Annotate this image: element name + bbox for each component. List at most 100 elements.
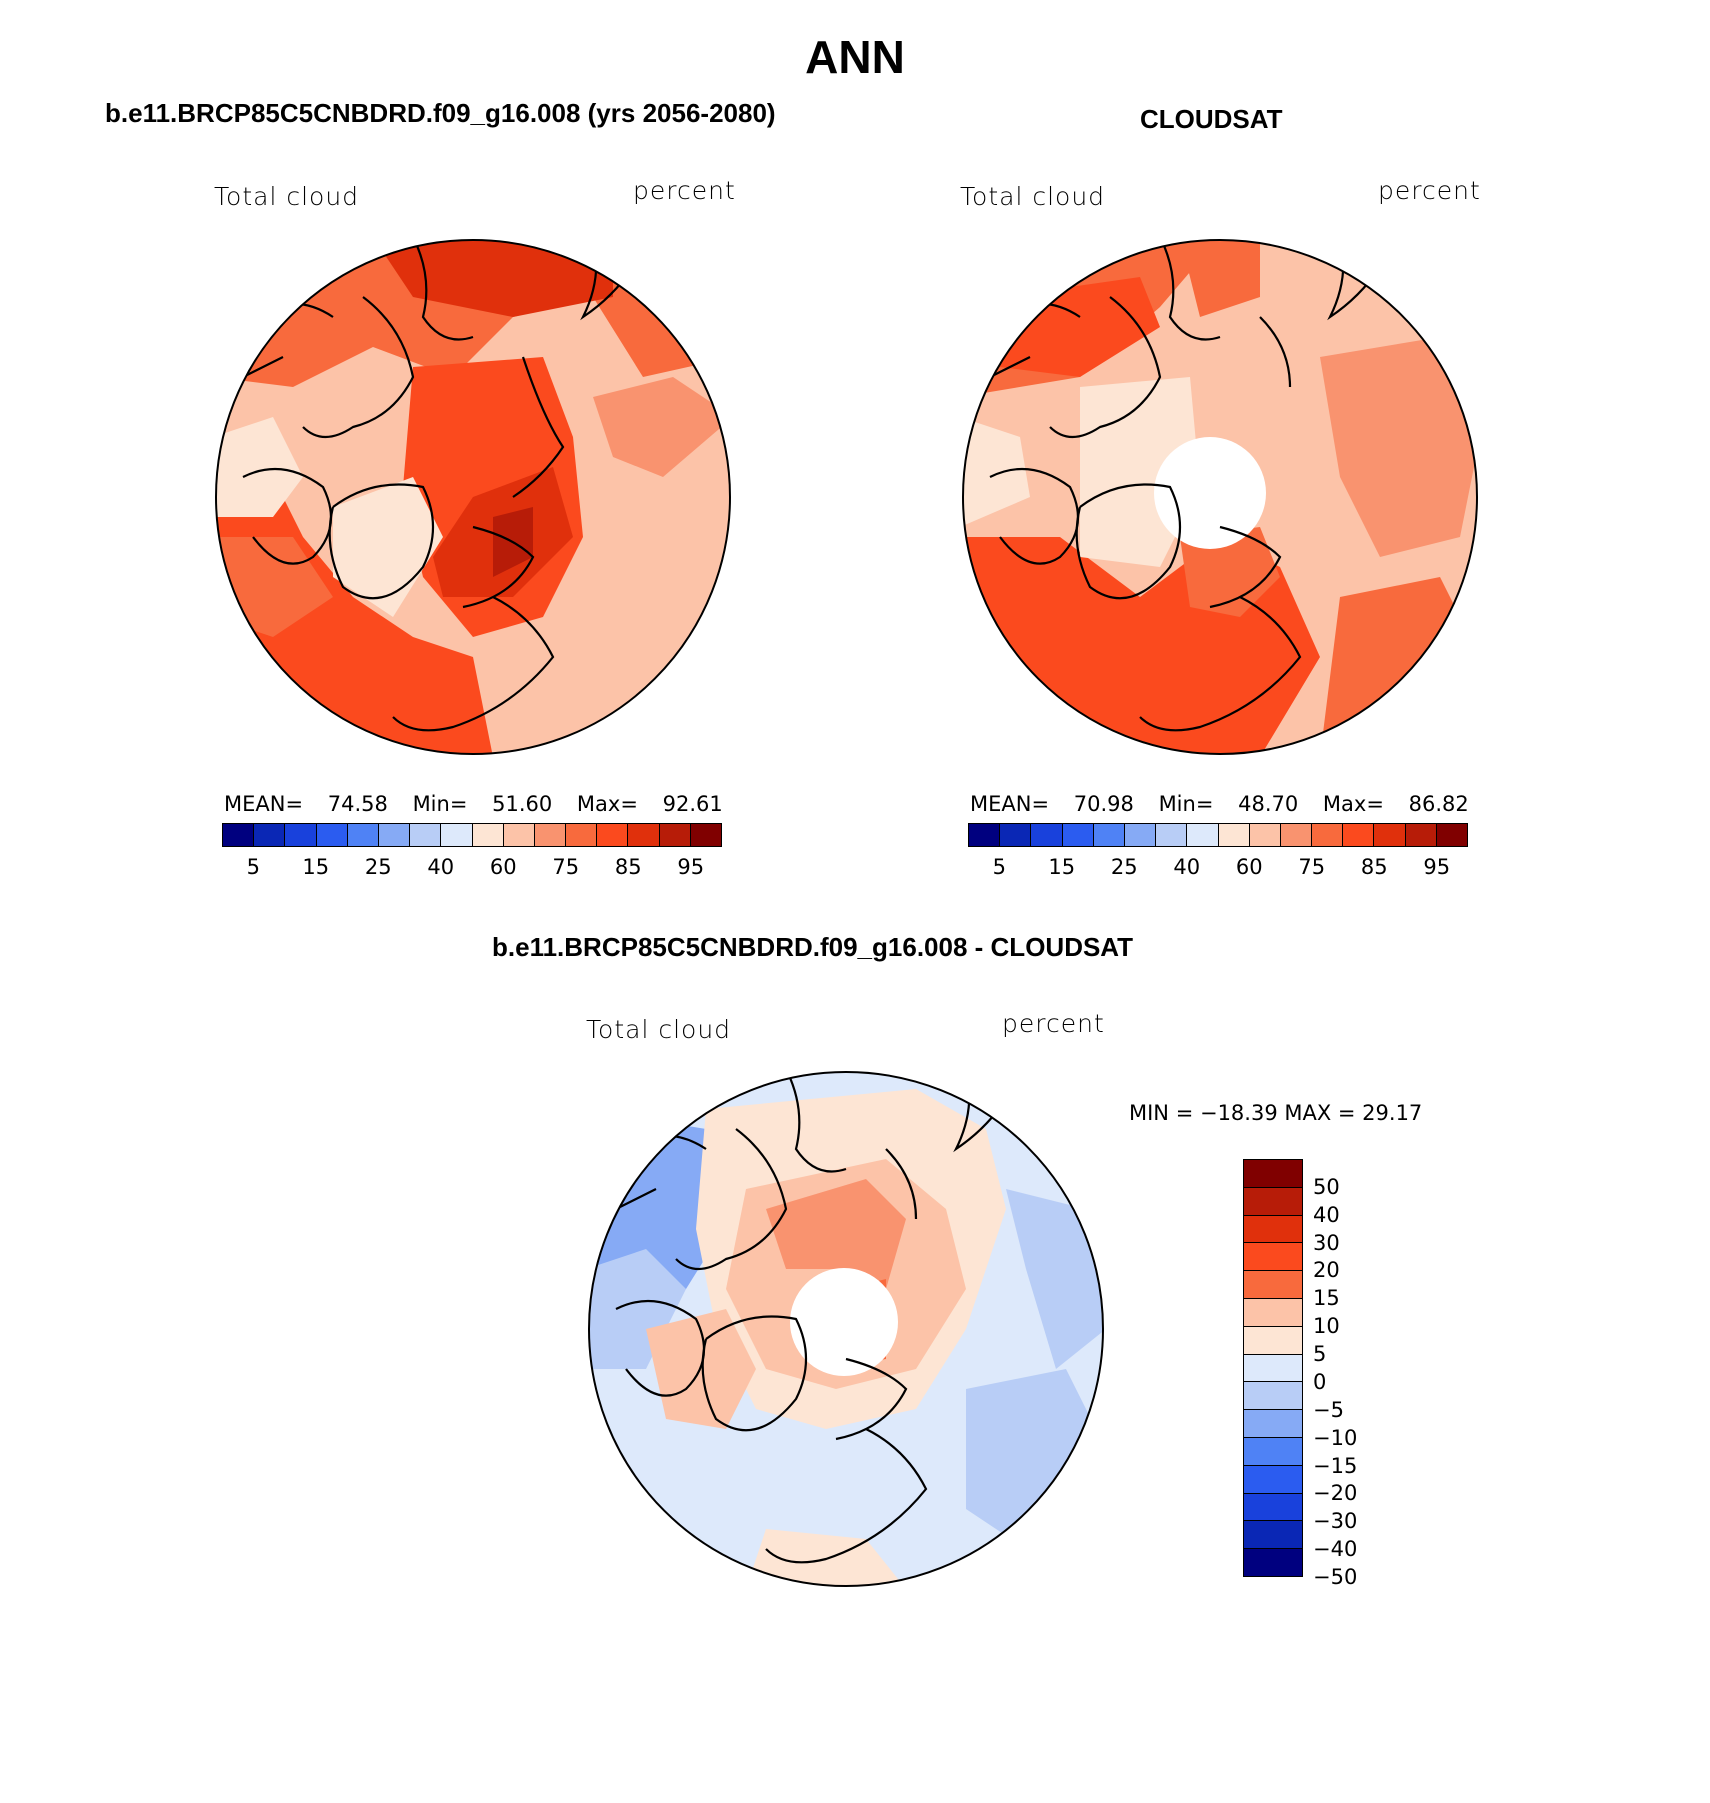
model-max-label: Max= (576, 792, 638, 816)
diff-polar-map (588, 1071, 1104, 1587)
obs-colorbar-tick-label: 5 (992, 855, 1006, 879)
obs-stats: MEAN= 70.98 Min= 48.70 Max= 86.82 (970, 792, 1469, 816)
model-mean-label: MEAN= (224, 792, 304, 816)
diff-colorbar-tick-label: 10 (1313, 1314, 1340, 1339)
model-colorbar-tick-label: 25 (364, 855, 392, 879)
obs-mean-value: 70.98 (1073, 792, 1134, 816)
diff-colorbar-tick-label: 20 (1313, 1258, 1340, 1283)
obs-colorbar-swatch (1031, 824, 1063, 846)
diff-colorbar-tick-label: 0 (1313, 1369, 1327, 1394)
obs-min-value: 48.70 (1238, 792, 1299, 816)
model-colorbar-swatch (254, 824, 286, 846)
diff-colorbar-tick-label: −50 (1313, 1565, 1358, 1589)
obs-colorbar-tick-label: 25 (1110, 855, 1138, 879)
obs-polar-map (962, 239, 1478, 755)
diff-colorbar-tick-label: 50 (1313, 1174, 1340, 1199)
model-colorbar-swatch (223, 824, 255, 846)
diff-colorbar-swatch (1244, 1271, 1302, 1299)
model-colorbar-tick-label: 40 (427, 855, 455, 879)
model-colorbar-swatch (347, 824, 379, 846)
diff-colorbar (1243, 1159, 1303, 1577)
obs-colorbar (968, 823, 1468, 847)
model-colorbar-tick-label: 95 (677, 855, 705, 879)
model-colorbar-swatch (597, 824, 629, 846)
diff-colorbar-tick-label: 5 (1313, 1342, 1327, 1367)
diff-colorbar-tick-label: 30 (1313, 1230, 1340, 1255)
model-colorbar-tick-label: 75 (552, 855, 580, 879)
model-colorbar-swatch (690, 824, 721, 846)
diff-colorbar-swatch (1244, 1215, 1302, 1244)
diff-colorbar-swatch (1244, 1521, 1302, 1550)
model-colorbar-swatch (534, 824, 567, 846)
diff-colorbar-tick-label: −30 (1313, 1509, 1358, 1534)
obs-colorbar-swatch (1062, 824, 1094, 846)
diff-panel-title: b.e11.BRCP85C5CNBDRD.f09_g16.008 - CLOUD… (492, 932, 1134, 962)
model-panel-title: b.e11.BRCP85C5CNBDRD.f09_g16.008 (yrs 20… (105, 98, 776, 128)
diff-colorbar-tick-label: −10 (1313, 1425, 1358, 1450)
model-colorbar-tick-label: 60 (489, 855, 517, 879)
obs-min-label: Min= (1158, 792, 1214, 816)
obs-colorbar-swatch (1000, 824, 1032, 846)
model-colorbar-swatch (378, 824, 411, 846)
obs-variable-label: Total cloud (960, 182, 1106, 211)
model-min-value: 51.60 (492, 792, 553, 816)
model-colorbar-swatch (659, 824, 691, 846)
diff-colorbar-tick-label: −40 (1313, 1537, 1358, 1562)
obs-colorbar-tick-label: 15 (1048, 855, 1076, 879)
model-colorbar-swatch (628, 824, 660, 846)
model-units-label: percent (633, 176, 736, 205)
model-colorbar-swatch (441, 824, 473, 846)
model-colorbar-swatch (503, 824, 535, 846)
diff-colorbar-tick-label: −20 (1313, 1481, 1358, 1506)
model-colorbar-tick-label: 15 (302, 855, 330, 879)
diff-colorbar-swatch (1244, 1382, 1302, 1411)
obs-colorbar-swatch (969, 824, 1001, 846)
diff-variable-label: Total cloud (586, 1015, 732, 1044)
obs-colorbar-swatch (1156, 824, 1188, 846)
obs-colorbar-swatch (1249, 824, 1281, 846)
diff-colorbar-swatch (1244, 1354, 1302, 1383)
obs-colorbar-swatch (1436, 824, 1467, 846)
obs-colorbar-tick-label: 95 (1423, 855, 1451, 879)
diff-colorbar-tick-label: 40 (1313, 1202, 1340, 1227)
diff-colorbar-swatch (1244, 1187, 1302, 1216)
model-colorbar-swatch (316, 824, 348, 846)
obs-mean-label: MEAN= (970, 792, 1050, 816)
obs-colorbar-tick-label: 85 (1360, 855, 1388, 879)
diff-units-label: percent (1002, 1009, 1105, 1038)
obs-max-label: Max= (1322, 792, 1384, 816)
model-colorbar-swatch (472, 824, 504, 846)
model-colorbar (222, 823, 722, 847)
model-variable-label: Total cloud (214, 182, 360, 211)
obs-colorbar-swatch (1405, 824, 1437, 846)
model-colorbar-tick-label: 5 (246, 855, 260, 879)
diff-colorbar-swatch (1244, 1437, 1302, 1466)
obs-colorbar-swatch (1124, 824, 1157, 846)
model-colorbar-tick-label: 85 (614, 855, 642, 879)
obs-colorbar-swatch (1093, 824, 1125, 846)
model-min-label: Min= (412, 792, 468, 816)
diff-colorbar-swatch (1244, 1160, 1302, 1188)
obs-colorbar-tick-label: 40 (1173, 855, 1201, 879)
obs-max-value: 86.82 (1408, 792, 1469, 816)
model-colorbar-swatch (566, 824, 598, 846)
model-stats: MEAN= 74.58 Min= 51.60 Max= 92.61 (224, 792, 723, 816)
obs-panel-title: CLOUDSAT (1140, 104, 1283, 134)
diff-minmax: MIN = −18.39 MAX = 29.17 (1129, 1101, 1423, 1125)
diff-colorbar-tick-label: 15 (1313, 1286, 1340, 1311)
obs-colorbar-swatch (1187, 824, 1219, 846)
model-max-value: 92.61 (662, 792, 723, 816)
diff-colorbar-swatch (1244, 1549, 1302, 1576)
obs-colorbar-tick-label: 75 (1298, 855, 1326, 879)
model-polar-map (215, 239, 731, 755)
diff-colorbar-tick-label: −15 (1313, 1453, 1358, 1478)
obs-colorbar-tick-label: 60 (1235, 855, 1263, 879)
model-mean-value: 74.58 (327, 792, 388, 816)
model-colorbar-swatch (285, 824, 317, 846)
diff-colorbar-tick-label: −5 (1313, 1397, 1344, 1422)
diff-colorbar-swatch (1244, 1493, 1302, 1522)
obs-colorbar-swatch (1374, 824, 1406, 846)
model-colorbar-swatch (410, 824, 442, 846)
obs-colorbar-swatch (1343, 824, 1375, 846)
obs-units-label: percent (1378, 176, 1481, 205)
